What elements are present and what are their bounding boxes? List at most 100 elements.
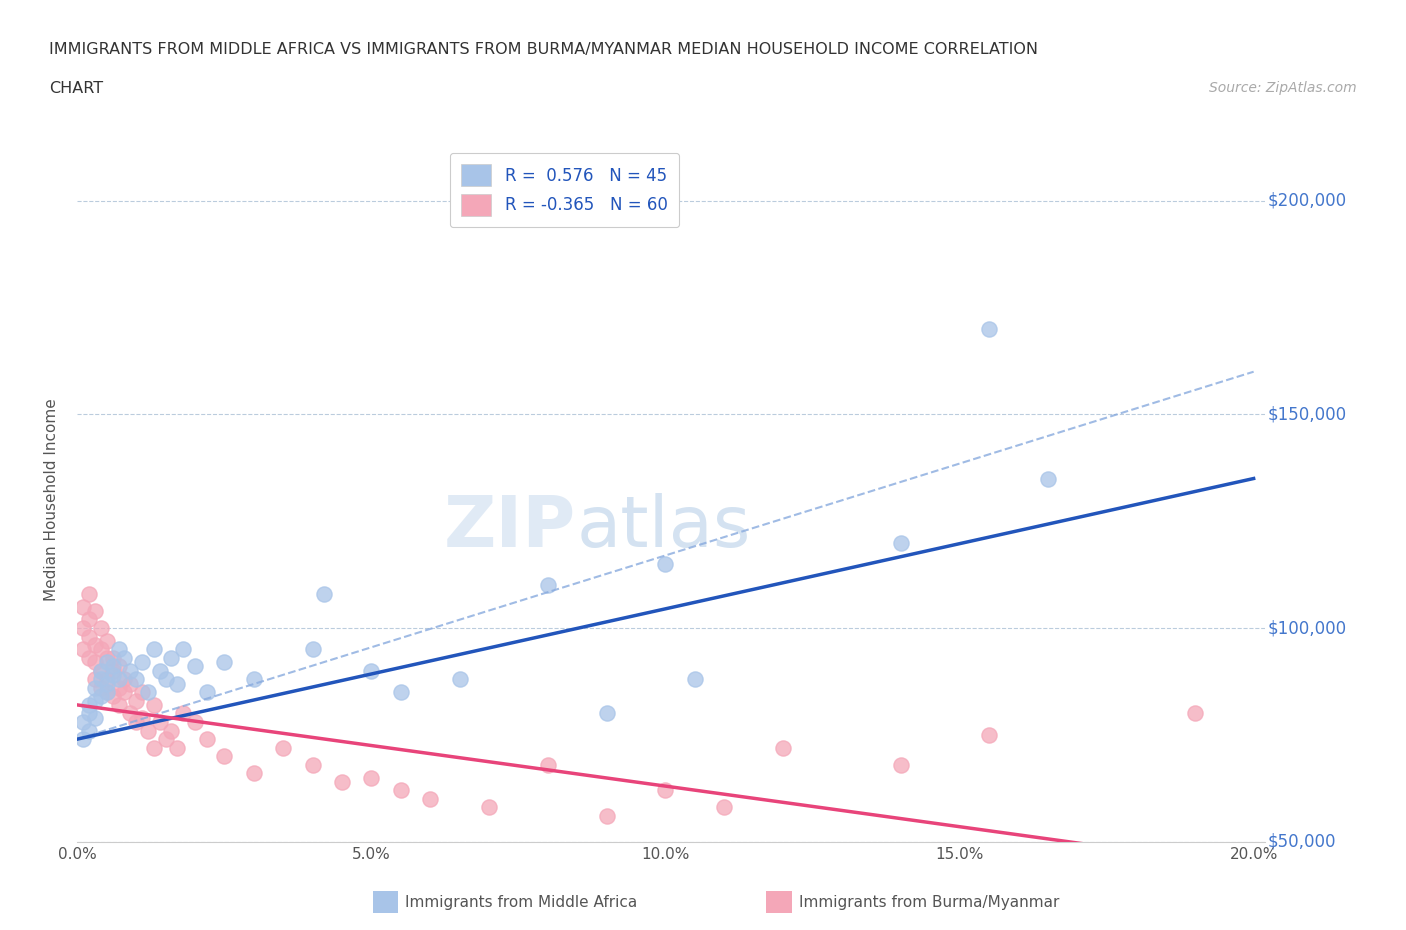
Text: IMMIGRANTS FROM MIDDLE AFRICA VS IMMIGRANTS FROM BURMA/MYANMAR MEDIAN HOUSEHOLD : IMMIGRANTS FROM MIDDLE AFRICA VS IMMIGRA… — [49, 42, 1038, 57]
Text: $150,000: $150,000 — [1268, 405, 1347, 423]
Point — [72, 620, 94, 635]
Point — [142, 740, 165, 755]
Point — [107, 642, 129, 657]
Point — [84, 711, 107, 725]
Point — [537, 757, 560, 772]
Text: atlas: atlas — [576, 493, 751, 562]
Point — [101, 659, 124, 674]
Text: $200,000: $200,000 — [1268, 192, 1347, 210]
Point — [136, 724, 159, 738]
Point — [360, 770, 382, 785]
Point — [90, 620, 112, 635]
Point — [166, 740, 188, 755]
Point — [271, 740, 294, 755]
Point — [125, 693, 148, 708]
Point — [360, 663, 382, 678]
Point — [84, 681, 107, 696]
Point — [478, 800, 501, 815]
Point — [77, 587, 100, 602]
Point — [654, 556, 676, 571]
Text: ZIP: ZIP — [444, 493, 576, 562]
Point — [149, 663, 172, 678]
Point — [90, 681, 112, 696]
Text: Immigrants from Middle Africa: Immigrants from Middle Africa — [405, 895, 637, 910]
Point — [1184, 706, 1206, 721]
Point — [120, 663, 142, 678]
Point — [301, 642, 323, 657]
Point — [314, 587, 336, 602]
Point — [389, 684, 412, 699]
Text: $50,000: $50,000 — [1268, 832, 1336, 851]
Point — [142, 642, 165, 657]
Point — [84, 671, 107, 686]
Point — [101, 663, 124, 678]
Point — [101, 689, 124, 704]
Text: Immigrants from Burma/Myanmar: Immigrants from Burma/Myanmar — [799, 895, 1059, 910]
Point — [90, 671, 112, 686]
Point — [96, 671, 118, 686]
Point — [131, 684, 153, 699]
Point — [84, 638, 107, 653]
Point — [131, 655, 153, 670]
Point — [112, 650, 135, 665]
Point — [242, 671, 264, 686]
Point — [195, 732, 218, 747]
Point — [96, 633, 118, 648]
Point — [172, 642, 194, 657]
Point — [112, 671, 135, 686]
Point — [77, 612, 100, 627]
Point — [107, 698, 129, 712]
Point — [142, 698, 165, 712]
Point — [214, 655, 236, 670]
Point — [84, 604, 107, 618]
Point — [155, 732, 177, 747]
Point — [112, 684, 135, 699]
Point — [107, 659, 129, 674]
Point — [72, 599, 94, 614]
Point — [419, 791, 441, 806]
Text: CHART: CHART — [49, 81, 103, 96]
Point — [107, 681, 129, 696]
Point — [90, 689, 112, 704]
Point — [120, 676, 142, 691]
Point — [977, 322, 1000, 337]
Point — [160, 650, 183, 665]
Point — [683, 671, 706, 686]
Point — [77, 706, 100, 721]
Point — [890, 535, 912, 550]
Point — [389, 783, 412, 798]
Point — [595, 706, 617, 721]
Point — [84, 693, 107, 708]
Point — [713, 800, 735, 815]
Point — [77, 630, 100, 644]
Point — [166, 676, 188, 691]
Point — [131, 711, 153, 725]
Point — [96, 655, 118, 670]
Point — [136, 684, 159, 699]
Point — [72, 642, 94, 657]
Point — [330, 775, 353, 790]
Point — [195, 684, 218, 699]
Point — [449, 671, 471, 686]
Point — [77, 650, 100, 665]
Legend: R =  0.576   N = 45, R = -0.365   N = 60: R = 0.576 N = 45, R = -0.365 N = 60 — [450, 153, 679, 227]
Point — [96, 676, 118, 691]
Point — [595, 808, 617, 823]
Point — [84, 655, 107, 670]
Point — [96, 684, 118, 699]
Point — [155, 671, 177, 686]
Point — [120, 706, 142, 721]
Point — [125, 671, 148, 686]
Point — [101, 668, 124, 683]
Point — [160, 724, 183, 738]
Text: $100,000: $100,000 — [1268, 619, 1347, 637]
Point — [1036, 472, 1059, 486]
Point — [654, 783, 676, 798]
Point — [96, 650, 118, 665]
Y-axis label: Median Household Income: Median Household Income — [44, 398, 59, 602]
Point — [301, 757, 323, 772]
Point — [214, 749, 236, 764]
Point — [101, 650, 124, 665]
Point — [72, 714, 94, 729]
Point — [96, 684, 118, 699]
